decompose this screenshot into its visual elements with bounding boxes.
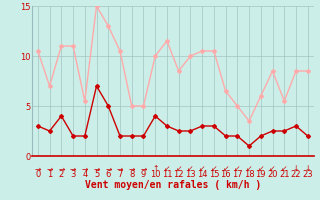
Text: →: → [93,164,100,173]
Text: ↙: ↙ [222,164,229,173]
Text: ↓: ↓ [293,164,299,173]
Text: →: → [58,164,65,173]
Text: ↙: ↙ [234,164,241,173]
Text: →: → [70,164,76,173]
Text: →: → [46,164,53,173]
Text: →: → [82,164,88,173]
Text: →: → [117,164,123,173]
Text: ↙: ↙ [246,164,252,173]
Text: ↑: ↑ [152,164,158,173]
Text: ↙: ↙ [269,164,276,173]
Text: ↙: ↙ [187,164,194,173]
X-axis label: Vent moyen/en rafales ( km/h ): Vent moyen/en rafales ( km/h ) [85,180,261,190]
Text: →: → [105,164,111,173]
Text: ↙: ↙ [211,164,217,173]
Text: ↙: ↙ [164,164,170,173]
Text: →: → [129,164,135,173]
Text: ↓: ↓ [305,164,311,173]
Text: →: → [35,164,41,173]
Text: ↙: ↙ [281,164,287,173]
Text: →: → [140,164,147,173]
Text: ↙: ↙ [199,164,205,173]
Text: ↙: ↙ [175,164,182,173]
Text: ↙: ↙ [258,164,264,173]
